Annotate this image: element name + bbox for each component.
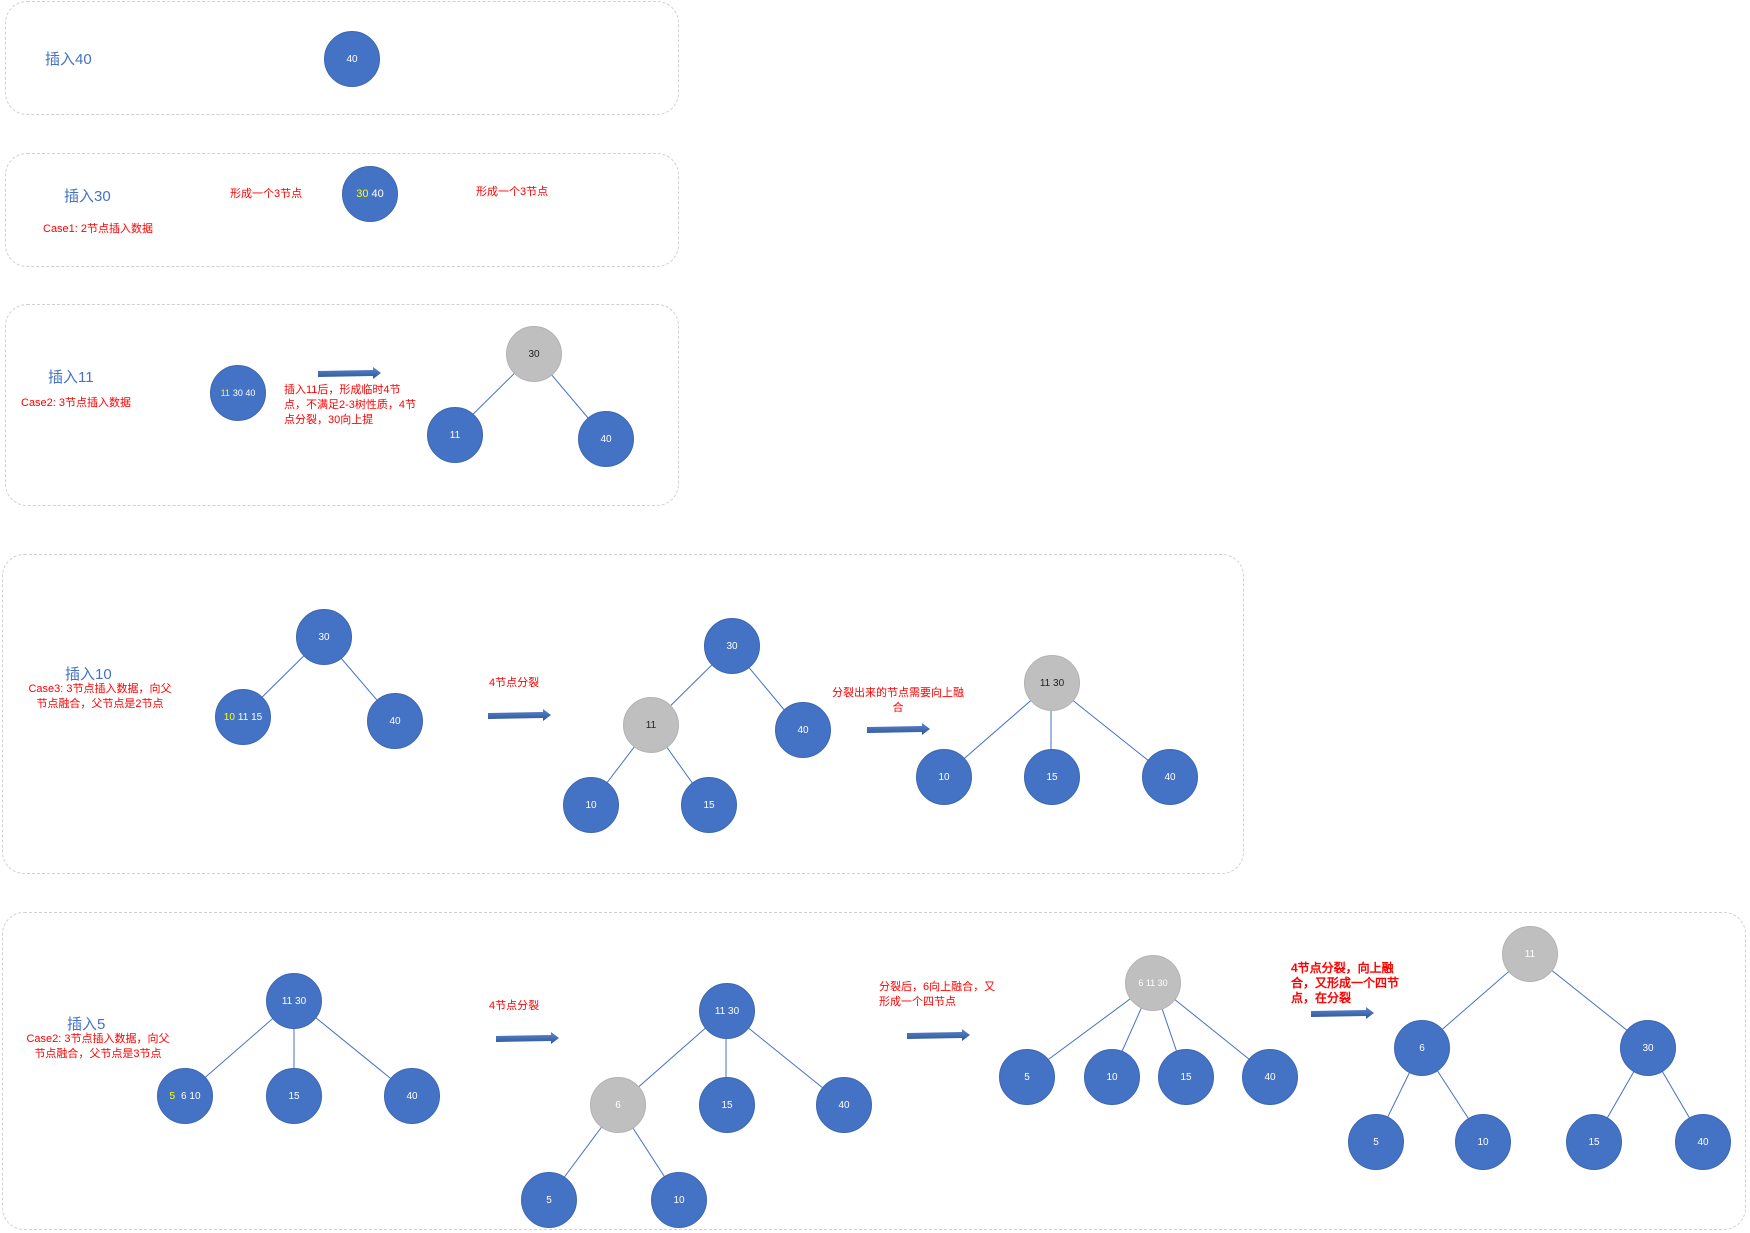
p5-tree2-node-40: 40 (816, 1077, 872, 1133)
panel4-note-merge: 分裂出来的节点需要向上融合 (832, 687, 964, 714)
tree1-node-10-11-15: 10 11 15 (215, 689, 271, 745)
p5-tree4-node-6: 6 (1394, 1020, 1450, 1076)
panel5-note-final: 4节点分裂，向上融合，又形成一个四节点，在分裂 (1291, 961, 1400, 1005)
node-30-40: 30 40 (342, 166, 398, 222)
panel3-case-label: Case2: 3节点插入数据 (21, 397, 132, 409)
tree2-node-15: 15 (681, 777, 737, 833)
node-11: 11 (427, 407, 483, 463)
p5-tree4-node-30: 30 (1620, 1020, 1676, 1076)
p5-tree4-node-15: 15 (1566, 1114, 1622, 1170)
tree3-node-15: 15 (1024, 749, 1080, 805)
p5-tree3-node-15: 15 (1158, 1049, 1214, 1105)
panel-insert-40 (5, 1, 679, 115)
panel4-case-label: Case3: 3节点插入数据，向父节点融合，父节点是2节点 (28, 683, 172, 710)
node-highlight-value: 10 (223, 711, 235, 723)
node-40: 40 (578, 411, 634, 467)
p5-tree3-node-6-11-30: 6 11 30 (1125, 955, 1181, 1011)
panel2-title: 插入30 (64, 188, 111, 205)
arrow-p4-b (867, 723, 930, 735)
p5-tree3-node-10: 10 (1084, 1049, 1140, 1105)
tree2-node-40: 40 (775, 702, 831, 758)
panel5-title: 插入5 (67, 1016, 106, 1033)
node-rest-value: 30 40 (232, 388, 256, 398)
panel5-note-merge: 分裂后，6向上融合，又形成一个四节点 (879, 981, 996, 1008)
panel5-case-label: Case2: 3节点插入数据，向父节点融合，父节点是3节点 (26, 1033, 170, 1060)
node-highlight-value: 11 (220, 388, 230, 398)
tree3-node-10: 10 (916, 749, 972, 805)
node-40: 40 (324, 31, 380, 87)
node-30-root: 30 (506, 326, 562, 382)
panel-insert-5 (2, 912, 1746, 1230)
p5-tree1-node-15: 15 (266, 1068, 322, 1124)
p5-tree1-node-40: 40 (384, 1068, 440, 1124)
tree3-node-11-30: 11 30 (1024, 655, 1080, 711)
p5-tree1-node-11-30: 11 30 (266, 973, 322, 1029)
arrow-p5-b (907, 1029, 970, 1041)
tree3-node-40: 40 (1142, 749, 1198, 805)
node-rest-value: 40 (371, 188, 384, 200)
tree1-node-40: 40 (367, 693, 423, 749)
p5-tree3-node-5: 5 (999, 1049, 1055, 1105)
panel2-note-left: 形成一个3节点 (230, 188, 303, 200)
arrow-p5-a (496, 1032, 559, 1044)
p5-tree2-node-10: 10 (651, 1172, 707, 1228)
p5-tree4-node-11: 11 (1502, 926, 1558, 982)
node-rest-value: 11 15 (237, 711, 263, 723)
p5-tree4-node-40: 40 (1675, 1114, 1731, 1170)
p5-tree2-node-5: 5 (521, 1172, 577, 1228)
panel5-note-split: 4节点分裂 (489, 1000, 540, 1012)
arrow-p3 (318, 367, 381, 379)
panel2-case-label: Case1: 2节点插入数据 (43, 223, 154, 235)
tree2-node-11: 11 (623, 697, 679, 753)
tree2-node-30: 30 (704, 618, 760, 674)
p5-tree2-node-6: 6 (590, 1077, 646, 1133)
p5-tree2-node-15: 15 (699, 1077, 755, 1133)
panel3-note: 插入11后，形成临时4节点，不满足2-3树性质，4节点分裂，30向上提 (284, 384, 417, 426)
panel1-title: 插入40 (45, 51, 92, 68)
p5-tree2-node-11-30: 11 30 (699, 983, 755, 1039)
panel-insert-11 (5, 304, 679, 506)
p5-tree4-node-5: 5 (1348, 1114, 1404, 1170)
p5-tree1-node-5-6-10: 5 6 10 (157, 1068, 213, 1124)
node-rest-value: 6 10 (181, 1090, 201, 1102)
node-highlight-value: 30 (356, 188, 369, 200)
panel2-note-right: 形成一个3节点 (476, 186, 549, 198)
tree2-node-10: 10 (563, 777, 619, 833)
p5-tree4-node-10: 10 (1455, 1114, 1511, 1170)
node-highlight-value: 5 (169, 1090, 176, 1102)
arrow-p4-a (488, 709, 551, 721)
panel-insert-10 (2, 554, 1244, 874)
panel4-title: 插入10 (65, 666, 112, 683)
panel-insert-30 (5, 153, 679, 267)
panel3-title: 插入11 (48, 369, 94, 386)
tree1-node-30: 30 (296, 609, 352, 665)
p5-tree3-node-40: 40 (1242, 1049, 1298, 1105)
node-11-30-40-temp: 11 30 40 (210, 365, 266, 421)
arrow-p5-c (1311, 1007, 1374, 1019)
panel4-note-split: 4节点分裂 (489, 677, 540, 689)
